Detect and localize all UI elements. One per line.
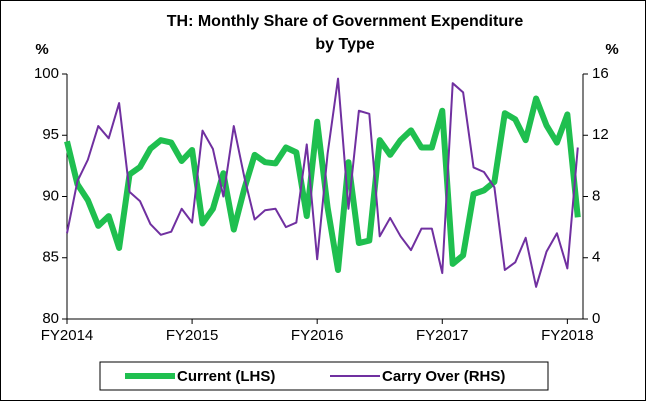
y-tick-label: 95 (42, 126, 59, 143)
x-tick-label: FY2017 (416, 327, 469, 344)
chart-title: by Type (315, 36, 374, 53)
y2-axis-label: % (605, 41, 618, 58)
x-tick-label: FY2014 (41, 327, 94, 344)
y2-tick-label: 16 (592, 65, 609, 82)
x-tick-label: FY2015 (166, 327, 219, 344)
x-tick-label: FY2016 (291, 327, 344, 344)
y-tick-label: 80 (42, 310, 59, 327)
legend-label: Current (LHS) (177, 368, 275, 385)
legend-label: Carry Over (RHS) (382, 368, 505, 385)
y2-tick-label: 8 (592, 187, 600, 204)
y-tick-label: 85 (42, 249, 59, 266)
y-tick-label: 100 (34, 65, 59, 82)
x-tick-label: FY2018 (541, 327, 594, 344)
chart-title: TH: Monthly Share of Government Expendit… (167, 13, 524, 30)
y2-tick-label: 0 (592, 310, 600, 327)
y2-tick-label: 4 (592, 249, 600, 266)
y2-tick-label: 12 (592, 126, 609, 143)
series-line (66, 77, 579, 288)
y-axis-label: % (35, 41, 48, 58)
y-tick-label: 90 (42, 187, 59, 204)
